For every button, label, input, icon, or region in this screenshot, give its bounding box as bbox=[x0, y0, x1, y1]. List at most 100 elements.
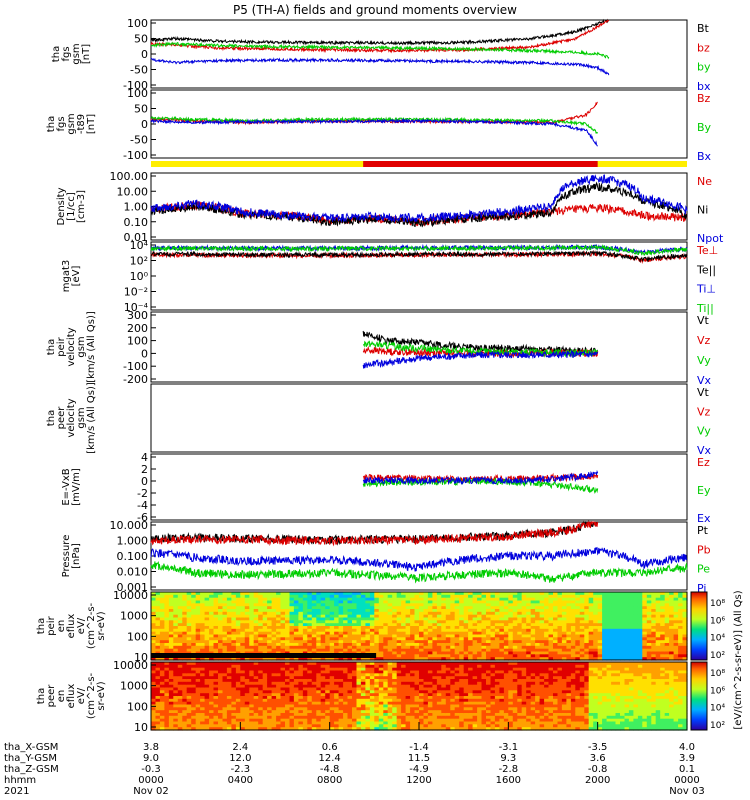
spectrogram-cell bbox=[530, 592, 536, 596]
spectrogram-cell bbox=[432, 713, 438, 717]
spectrogram-cell bbox=[222, 687, 228, 691]
spectrogram-cell bbox=[678, 592, 684, 596]
spectrogram-cell bbox=[329, 628, 335, 633]
spectrogram-cell bbox=[615, 592, 621, 596]
spectrogram-cell bbox=[231, 609, 237, 613]
spectrogram-cell bbox=[343, 645, 349, 650]
spectrogram-cell bbox=[450, 603, 456, 607]
spectrogram-cell bbox=[593, 603, 599, 607]
spectrogram-cell bbox=[664, 603, 670, 607]
spectrogram-cell bbox=[289, 640, 295, 644]
spectrogram-cell bbox=[508, 597, 514, 602]
y-tick-label: 10⁴ bbox=[130, 239, 149, 252]
spectrogram-cell bbox=[285, 721, 291, 725]
spectrogram-cell bbox=[360, 594, 366, 599]
spectrogram-cell bbox=[271, 707, 277, 711]
spectrogram-cell bbox=[481, 664, 487, 669]
spectrogram-cell bbox=[472, 727, 478, 731]
spectrogram-cell bbox=[517, 634, 523, 638]
spectrogram-cell bbox=[289, 718, 295, 723]
spectrogram-cell bbox=[231, 637, 237, 641]
spectrogram-cell bbox=[432, 721, 438, 725]
spectrogram-cell bbox=[664, 657, 670, 661]
spectrogram-cell bbox=[329, 696, 335, 700]
spectrogram-cell bbox=[472, 648, 478, 653]
spectrogram-cell bbox=[410, 681, 416, 686]
spectrogram-cell bbox=[218, 693, 224, 697]
spectrogram-cell bbox=[646, 603, 652, 607]
spectrogram-cell bbox=[195, 670, 201, 674]
spectrogram-cell bbox=[276, 620, 282, 624]
spectrogram-cell bbox=[401, 718, 407, 723]
spectrogram-cell bbox=[182, 606, 188, 610]
spectrogram-cell bbox=[401, 597, 407, 602]
spectrogram-cell bbox=[606, 645, 612, 650]
spectrogram-cell bbox=[664, 626, 670, 630]
spectrogram-cell bbox=[628, 592, 634, 596]
spectrogram-cell bbox=[311, 594, 317, 599]
spectrogram-cell bbox=[226, 676, 232, 680]
spectrogram-cell bbox=[307, 614, 313, 619]
spectrogram-cell bbox=[378, 611, 384, 616]
spectrogram-cell bbox=[414, 667, 420, 672]
spectrogram-cell bbox=[235, 603, 241, 607]
spectrogram-cell bbox=[646, 634, 652, 638]
spectrogram-cell bbox=[575, 600, 581, 604]
spectrogram-cell bbox=[553, 597, 559, 602]
spectrogram-cell bbox=[276, 645, 282, 650]
spectrogram-cell bbox=[392, 611, 398, 616]
spectrogram-cell bbox=[539, 654, 545, 658]
spectrogram-cell bbox=[347, 715, 353, 720]
spectrogram-cell bbox=[320, 603, 326, 607]
spectrogram-cell bbox=[231, 648, 237, 653]
spectrogram-cell bbox=[472, 597, 478, 602]
spectrogram-cell bbox=[271, 640, 277, 644]
spectrogram-cell bbox=[267, 664, 273, 669]
spectrogram-cell bbox=[258, 713, 264, 717]
spectrogram-cell bbox=[392, 648, 398, 653]
spectrogram-cell bbox=[311, 670, 317, 674]
spectrogram-cell bbox=[195, 657, 201, 661]
spectrogram-cell bbox=[334, 609, 340, 613]
spectrogram-cell bbox=[486, 664, 492, 669]
spectrogram-cell bbox=[427, 698, 433, 703]
spectrogram-cell bbox=[302, 623, 308, 627]
spectrogram-cell bbox=[347, 594, 353, 599]
spectrogram-cell bbox=[177, 662, 183, 666]
spectrogram-cell bbox=[419, 648, 425, 653]
spectrogram-cell bbox=[231, 597, 237, 602]
spectrogram-cell bbox=[280, 626, 286, 630]
spectrogram-cell bbox=[302, 643, 308, 647]
spectrogram-cell bbox=[360, 603, 366, 607]
spectrogram-cell bbox=[186, 724, 192, 728]
spectrogram-cell bbox=[660, 603, 666, 607]
spectrogram-cell bbox=[459, 667, 465, 672]
spectrogram-cell bbox=[459, 670, 465, 674]
spectrogram-cell bbox=[271, 701, 277, 706]
spectrogram-cell bbox=[168, 620, 174, 624]
spectrogram-cell bbox=[159, 676, 165, 680]
spectrogram-cell bbox=[472, 592, 478, 596]
spectrogram-cell bbox=[414, 707, 420, 711]
spectrogram-cell bbox=[347, 679, 353, 683]
spectrogram-cell bbox=[267, 713, 273, 717]
spectrogram-cell bbox=[633, 648, 639, 653]
spectrogram-cell bbox=[481, 631, 487, 636]
spectrogram-cell bbox=[164, 623, 170, 627]
spectrogram-cell bbox=[588, 594, 594, 599]
spectrogram-cell bbox=[463, 606, 469, 610]
spectrogram-cell bbox=[293, 690, 299, 694]
spectrogram-cell bbox=[481, 710, 487, 714]
spectrogram-cell bbox=[463, 611, 469, 616]
y-tick-label: 0.01 bbox=[124, 231, 149, 244]
spectrogram-cell bbox=[423, 662, 429, 666]
spectrogram-cell bbox=[445, 631, 451, 636]
spectrogram-cell bbox=[173, 684, 179, 689]
spectrogram-cell bbox=[535, 606, 541, 610]
spectrogram-cell bbox=[249, 696, 255, 700]
spectrogram-cell bbox=[271, 643, 277, 647]
spectrogram-cell bbox=[441, 617, 447, 621]
spectrogram-cell bbox=[392, 690, 398, 694]
spectrogram-cell bbox=[503, 696, 509, 700]
spectrogram-cell bbox=[441, 710, 447, 714]
